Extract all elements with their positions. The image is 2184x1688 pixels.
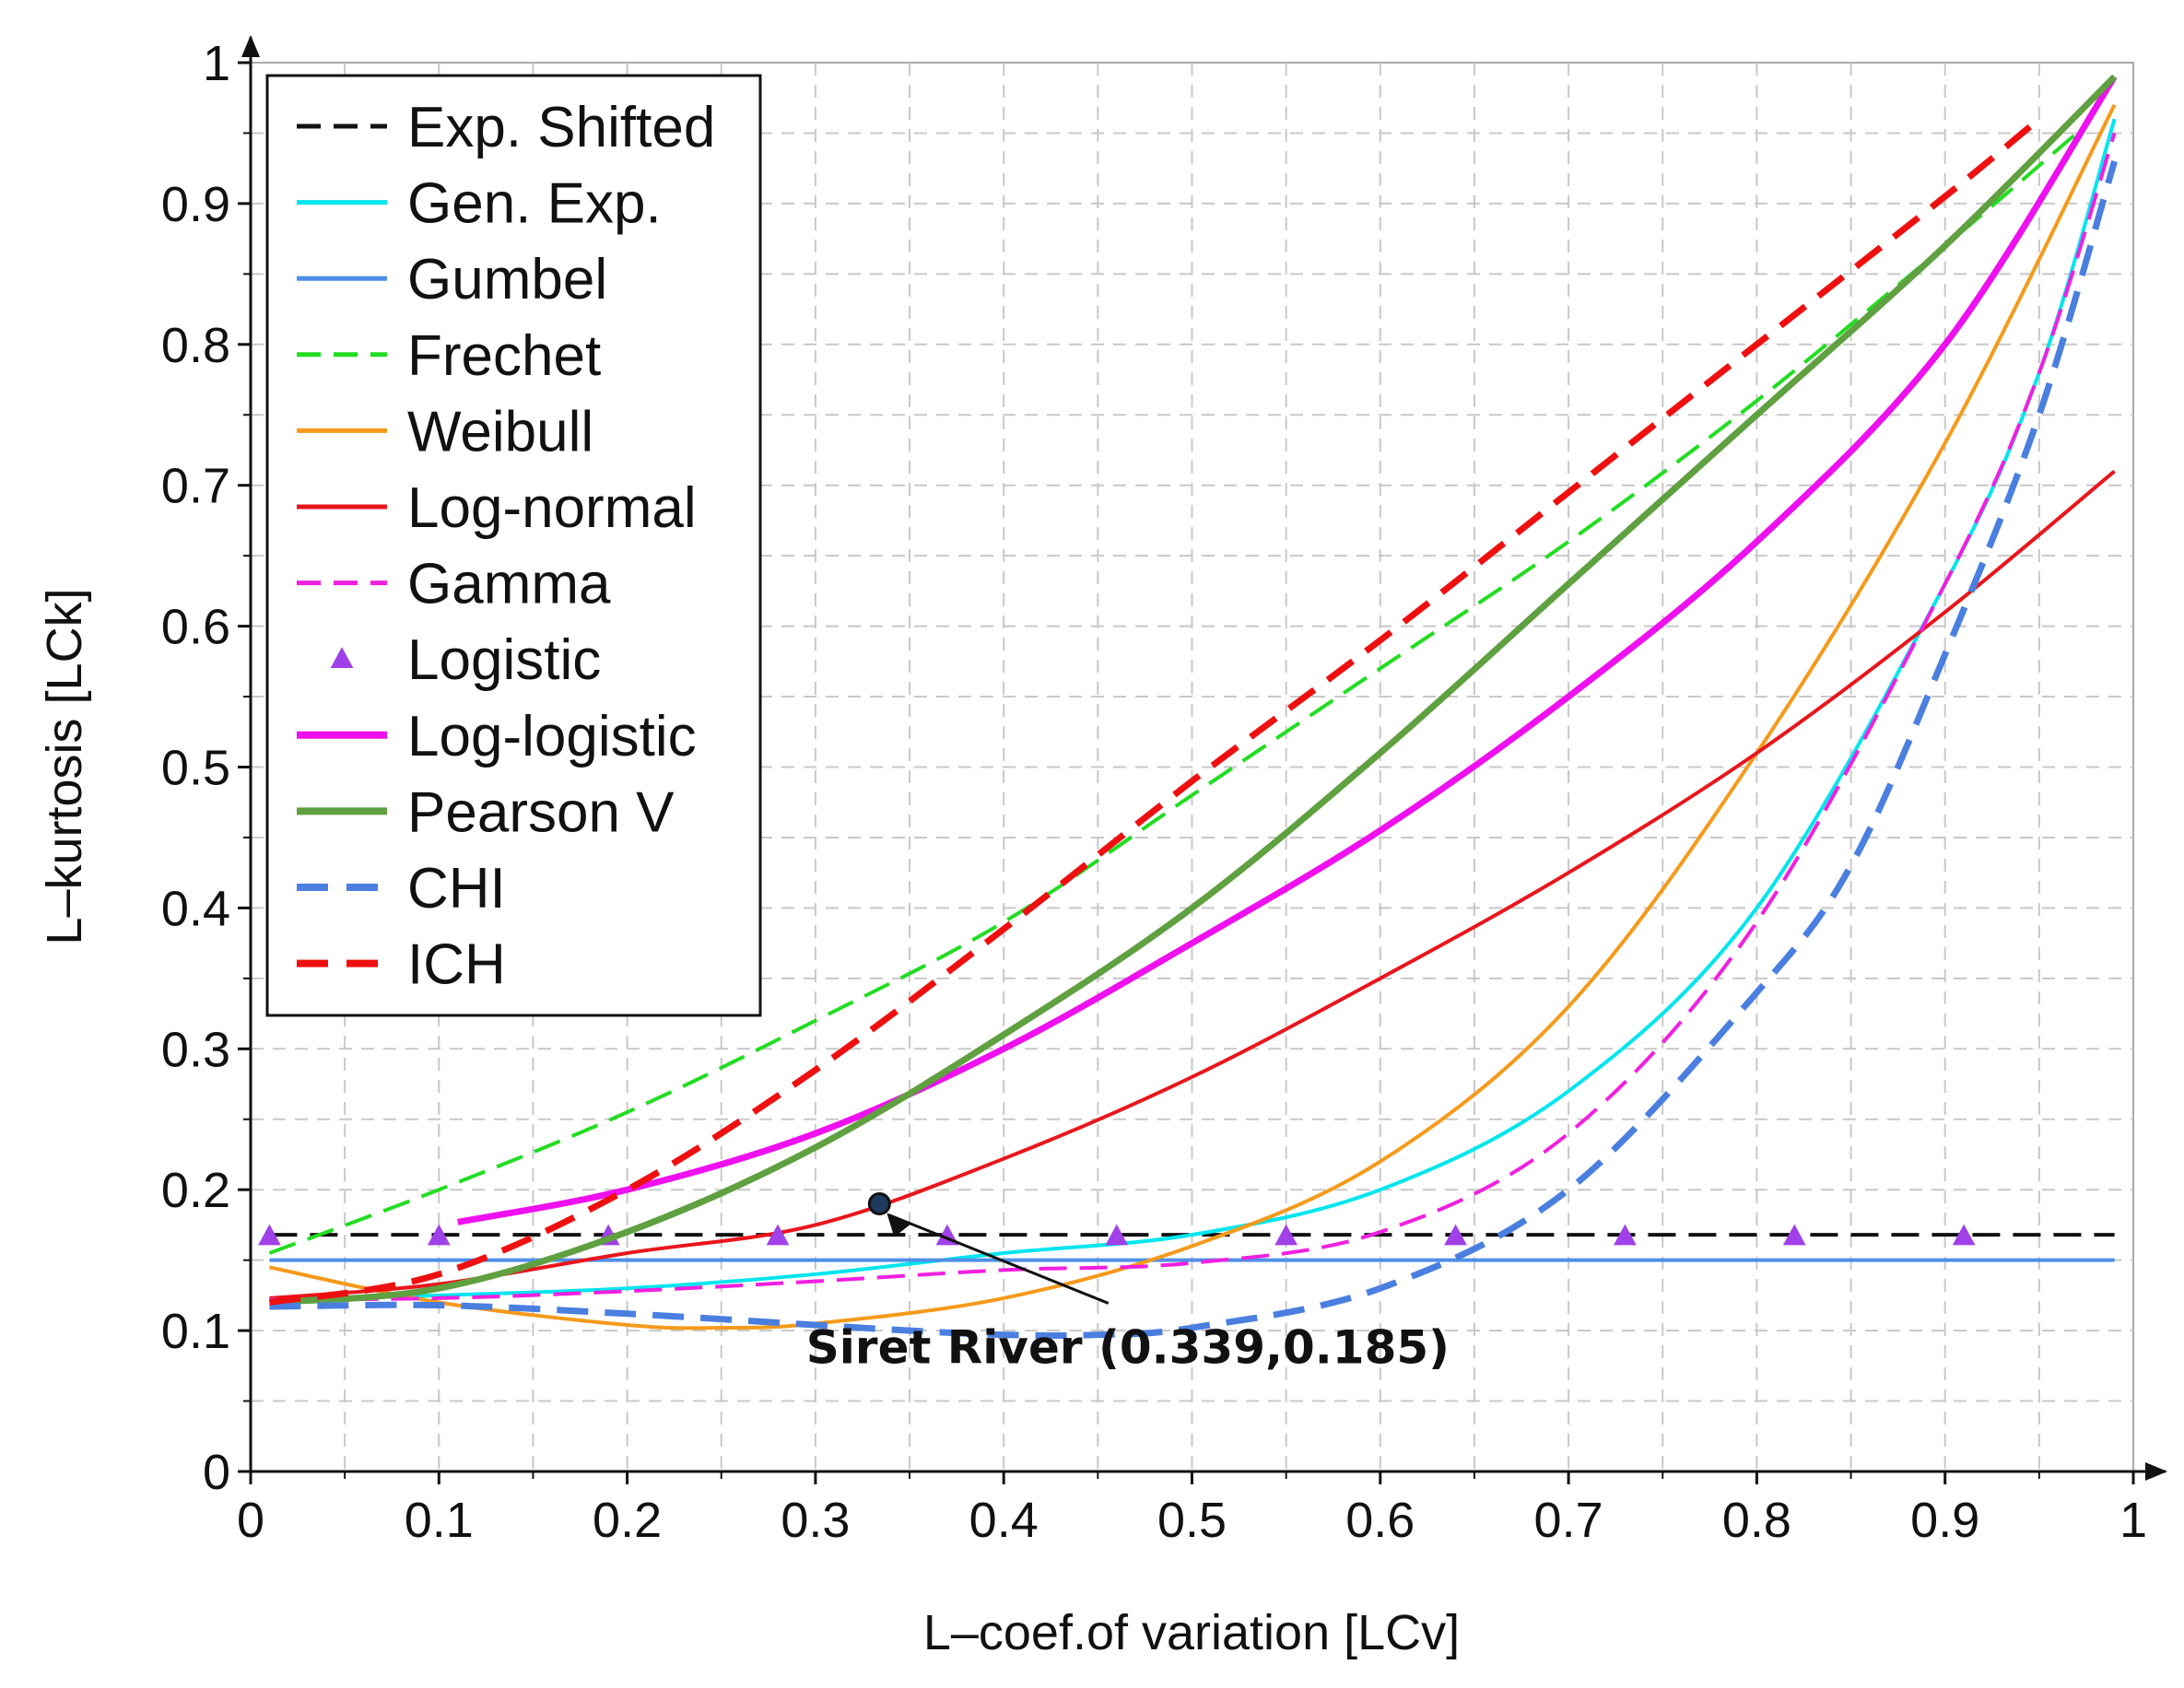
legend-label: Log-normal: [407, 476, 697, 540]
legend-label: Pearson V: [407, 780, 675, 844]
legend-item-log-normal: Log-normal: [297, 476, 697, 540]
legend-label: Gumbel: [407, 248, 607, 311]
logistic-marker: [1105, 1224, 1129, 1246]
y-axis-arrow: [241, 35, 260, 57]
legend-label: ICH: [407, 933, 506, 997]
y-tick-label: 0.4: [161, 881, 230, 936]
legend-label: Gamma: [407, 553, 611, 616]
legend-label: CHI: [407, 857, 506, 920]
y-tick-label: 0.9: [161, 177, 230, 232]
y-tick-label: 1: [203, 36, 230, 91]
logistic-marker: [1782, 1224, 1806, 1246]
legend-label: Logistic: [407, 628, 601, 692]
x-tick-label: 0.5: [1157, 1493, 1227, 1548]
legend-box: [265, 74, 762, 1017]
logistic-marker: [1952, 1224, 1976, 1246]
logistic-marker: [1444, 1224, 1467, 1246]
logistic-marker: [766, 1224, 790, 1246]
x-tick-label: 0: [237, 1493, 264, 1548]
annotations: Siret River (0.339,0.185): [806, 1191, 1450, 1374]
y-tick-label: 0.5: [161, 741, 230, 796]
legend-label: Gen. Exp.: [407, 172, 662, 236]
x-axis-arrow: [2145, 1462, 2167, 1481]
legend-item-ich: ICH: [297, 933, 506, 997]
logistic-marker: [1614, 1224, 1637, 1246]
logistic-marker: [258, 1224, 281, 1246]
x-tick-label: 0.9: [1910, 1493, 1979, 1548]
logistic-marker: [1274, 1224, 1297, 1246]
legend-item-gen-exp: Gen. Exp.: [297, 172, 662, 236]
y-tick-label: 0.1: [161, 1304, 230, 1359]
y-tick-label: 0: [203, 1445, 230, 1500]
legend-item-logistic: Logistic: [330, 628, 601, 692]
legend-item-gamma: Gamma: [297, 553, 611, 616]
annotation-label: Siret River (0.339,0.185): [806, 1320, 1450, 1374]
x-tick-label: 0.2: [593, 1493, 662, 1548]
x-axis-title: L–coef.of variation [LCv]: [923, 1605, 1460, 1660]
x-tick-label: 0.1: [405, 1493, 474, 1548]
y-tick-label: 0.3: [161, 1022, 230, 1077]
legend-item-chi: CHI: [297, 857, 506, 920]
legend-label: Exp. Shifted: [407, 96, 715, 159]
legend-label: Weibull: [407, 400, 593, 463]
legend-item-gumbel: Gumbel: [297, 248, 607, 311]
legend-item-weibull: Weibull: [297, 400, 593, 463]
x-tick-label: 1: [2119, 1493, 2147, 1548]
x-tick-label: 0.3: [781, 1493, 850, 1548]
series-chi: [269, 160, 2118, 1339]
annotation-arrow-line: [887, 1213, 1110, 1305]
series-pearson-v: [269, 74, 2118, 1307]
legend-marker: [330, 647, 354, 668]
y-tick-label: 0.2: [161, 1163, 230, 1218]
series-weibull: [269, 103, 2117, 1330]
legend-item-pearson-v: Pearson V: [297, 780, 675, 844]
legend-item-log-logistic: Log-logistic: [297, 705, 697, 768]
x-tick-label: 0.6: [1345, 1493, 1415, 1548]
siret-river-point: [867, 1191, 891, 1215]
data-series: [258, 74, 2118, 1339]
series-frechet: [268, 131, 2079, 1255]
y-tick-label: 0.7: [161, 459, 230, 514]
annotation-arrow-head: [887, 1213, 911, 1237]
legend: Exp. Shifted Gen. Exp. Gumbel Frechet Weibul…: [265, 74, 762, 1017]
series-log-logistic: [457, 75, 2118, 1225]
series-gamma: [269, 132, 2117, 1302]
series-log-normal: [269, 469, 2116, 1300]
x-tick-label: 0.4: [969, 1493, 1039, 1548]
series-ich: [268, 116, 2042, 1306]
legend-item-frechet: Frechet: [297, 324, 601, 388]
x-tick-label: 0.7: [1534, 1493, 1603, 1548]
y-tick-label: 0.6: [161, 600, 230, 655]
y-axis-title: L–kurtosis [LCk]: [37, 588, 92, 944]
legend-item-exp-shifted: Exp. Shifted: [297, 96, 715, 159]
y-tick-label: 0.8: [161, 318, 230, 373]
axes: 0 0.1 0.2 0.3 0.4 0.5 0.6 0.7 0.8 0.9 1 0 0.1 0.2 0.3 0…: [161, 35, 2167, 1548]
legend-label: Log-logistic: [407, 705, 697, 768]
logistic-marker: [427, 1224, 451, 1246]
x-tick-label: 0.8: [1722, 1493, 1791, 1548]
legend-label: Frechet: [407, 324, 601, 388]
